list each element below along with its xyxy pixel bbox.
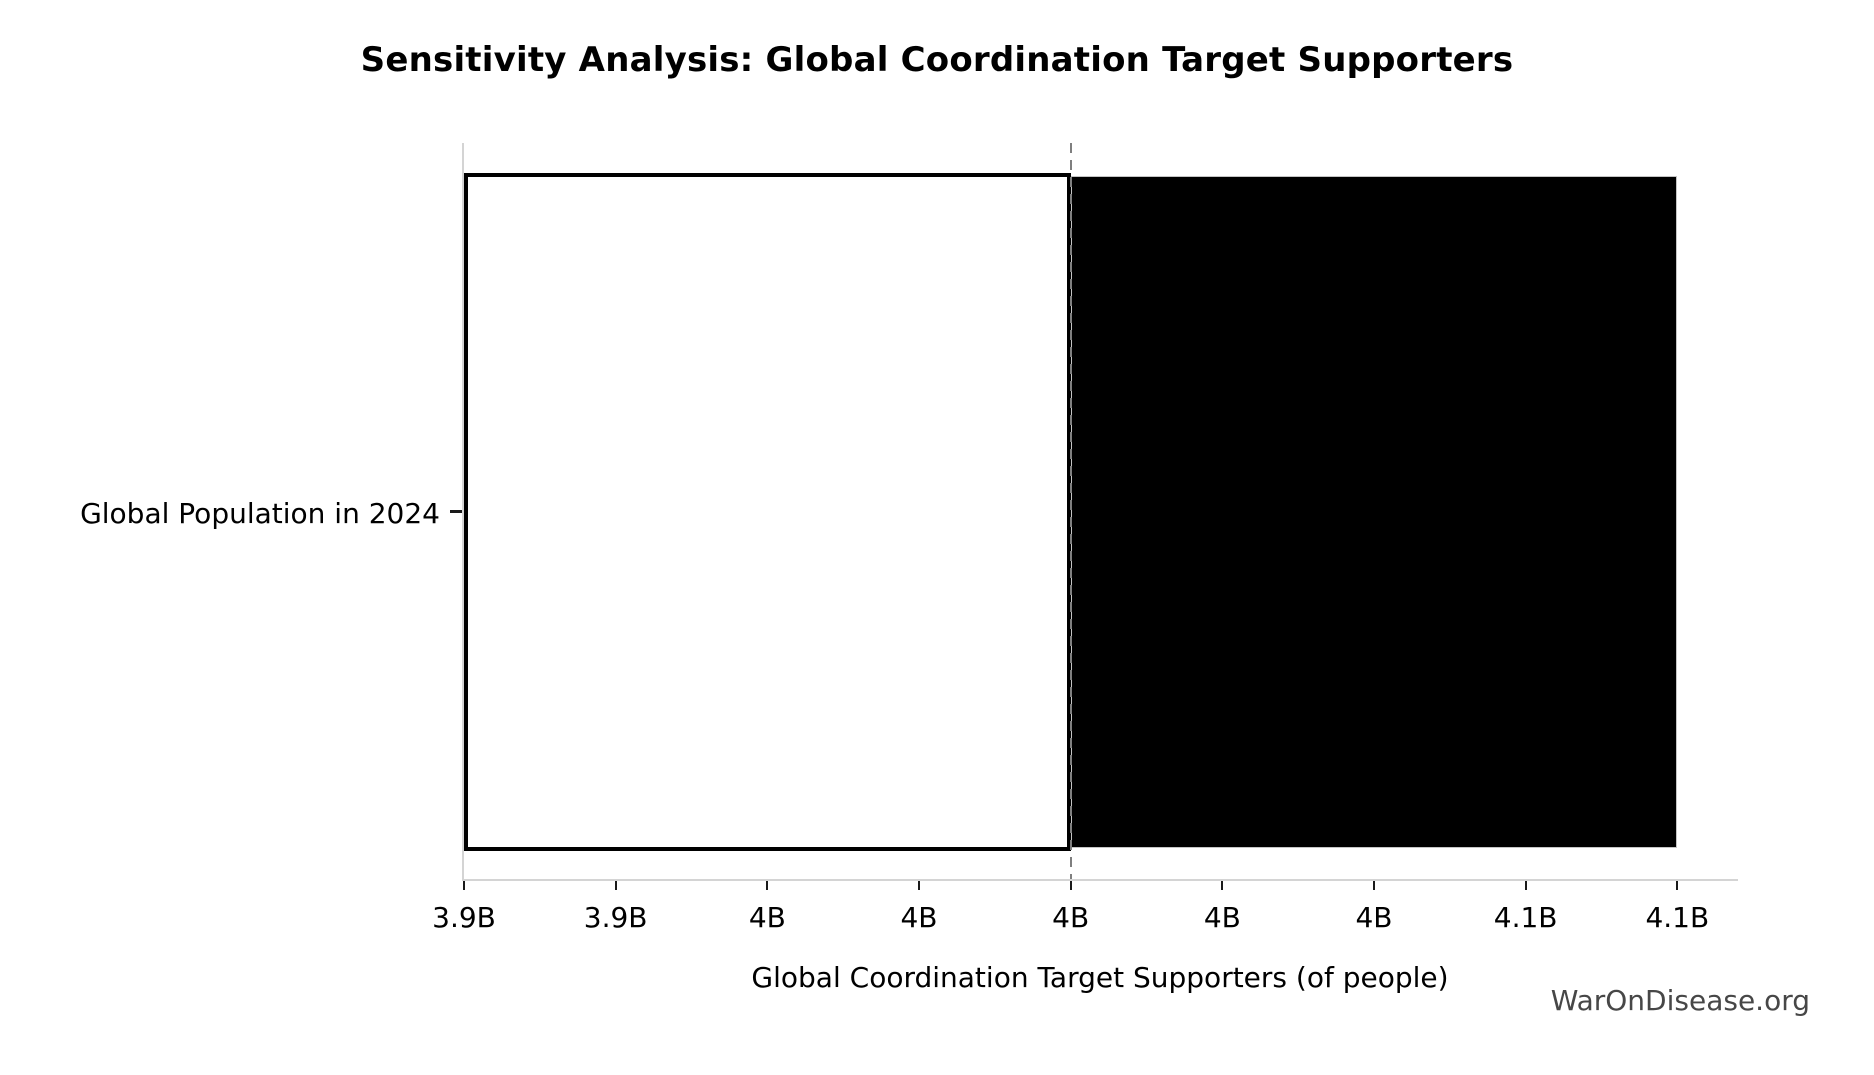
plot-area xyxy=(462,143,1738,881)
x-tick-mark xyxy=(1524,881,1527,890)
x-tick-label: 4B xyxy=(1203,901,1241,934)
x-tick-mark xyxy=(1676,881,1679,890)
x-axis-label: Global Coordination Target Supporters (o… xyxy=(751,961,1449,994)
bar-segment-high-range xyxy=(1070,176,1678,848)
watermark-text: WarOnDisease.org xyxy=(1550,984,1810,1017)
x-tick-label: 4B xyxy=(900,901,938,934)
x-tick-mark xyxy=(463,881,465,890)
baseline-dashed-line xyxy=(1069,143,1072,879)
y-tick-label: Global Population in 2024 xyxy=(80,497,440,530)
x-tick-mark xyxy=(614,881,617,890)
x-tick-label: 4.1B xyxy=(1493,901,1558,934)
y-tick-mark xyxy=(450,510,462,513)
chart-title: Sensitivity Analysis: Global Coordinatio… xyxy=(360,40,1514,80)
x-tick-mark xyxy=(918,881,920,890)
x-tick-mark xyxy=(1069,881,1072,890)
x-tick-label: 4B xyxy=(1355,901,1393,934)
bar-segment-low-range xyxy=(464,173,1071,851)
x-tick-mark xyxy=(766,881,769,890)
x-tick-label: 4B xyxy=(1052,901,1090,934)
x-tick-mark xyxy=(1373,881,1375,890)
x-tick-label: 3.9B xyxy=(432,901,496,934)
x-tick-label: 3.9B xyxy=(583,901,648,934)
x-tick-mark xyxy=(1221,881,1224,890)
x-tick-label: 4B xyxy=(748,901,786,934)
x-tick-label: 4.1B xyxy=(1645,901,1710,934)
